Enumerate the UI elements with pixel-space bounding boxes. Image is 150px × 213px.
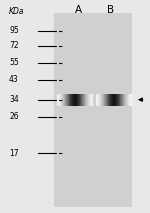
Bar: [83, 94, 84, 106]
Bar: [70, 94, 71, 106]
Bar: [104, 94, 105, 106]
Bar: [58, 94, 59, 106]
Bar: [66, 94, 67, 106]
Bar: [54, 13, 132, 207]
Bar: [123, 94, 124, 106]
Bar: [82, 94, 83, 106]
Bar: [59, 94, 60, 106]
Bar: [64, 94, 65, 106]
Bar: [118, 94, 119, 106]
Bar: [117, 94, 118, 106]
Bar: [85, 94, 86, 106]
Bar: [103, 94, 104, 106]
Bar: [109, 94, 110, 106]
Bar: [125, 94, 126, 106]
Bar: [113, 94, 114, 106]
Bar: [96, 94, 97, 106]
Bar: [80, 94, 81, 106]
Bar: [79, 94, 80, 106]
Bar: [114, 94, 115, 106]
Text: 26: 26: [9, 112, 19, 121]
Bar: [98, 94, 99, 106]
Bar: [102, 94, 103, 106]
Text: 17: 17: [9, 149, 19, 158]
Bar: [86, 94, 87, 106]
Bar: [89, 94, 90, 106]
Bar: [77, 94, 78, 106]
Bar: [122, 94, 123, 106]
Bar: [115, 94, 116, 106]
Bar: [87, 94, 88, 106]
Bar: [127, 94, 128, 106]
Bar: [106, 94, 107, 106]
Bar: [81, 94, 82, 106]
Text: 55: 55: [9, 58, 19, 67]
Bar: [75, 94, 76, 106]
Text: 95: 95: [9, 26, 19, 35]
Bar: [92, 94, 93, 106]
Bar: [129, 94, 130, 106]
Bar: [72, 94, 73, 106]
Bar: [74, 94, 75, 106]
Bar: [69, 94, 70, 106]
Bar: [78, 94, 79, 106]
Bar: [99, 94, 100, 106]
Bar: [82, 94, 83, 106]
Bar: [124, 94, 125, 106]
Bar: [62, 94, 63, 106]
Bar: [76, 94, 77, 106]
Bar: [101, 94, 102, 106]
Bar: [130, 94, 131, 106]
Bar: [121, 94, 122, 106]
Bar: [105, 94, 106, 106]
Bar: [112, 94, 113, 106]
Bar: [65, 94, 66, 106]
Bar: [126, 94, 127, 106]
Text: KDa: KDa: [9, 7, 24, 16]
Text: B: B: [107, 5, 115, 14]
Text: 43: 43: [9, 75, 19, 84]
Bar: [111, 94, 112, 106]
Bar: [120, 94, 121, 106]
Bar: [73, 94, 74, 106]
Bar: [116, 94, 117, 106]
Bar: [58, 94, 59, 106]
Bar: [90, 94, 91, 106]
Bar: [131, 94, 132, 106]
Bar: [57, 94, 58, 106]
Bar: [108, 94, 109, 106]
Bar: [88, 94, 89, 106]
Bar: [71, 94, 72, 106]
Bar: [63, 94, 64, 106]
Bar: [84, 94, 85, 106]
Bar: [110, 94, 111, 106]
Bar: [67, 94, 68, 106]
Bar: [128, 94, 129, 106]
Text: A: A: [74, 5, 82, 14]
Bar: [60, 94, 61, 106]
Bar: [100, 94, 101, 106]
Text: 34: 34: [9, 95, 19, 104]
Text: 72: 72: [9, 41, 19, 50]
Bar: [61, 94, 62, 106]
Bar: [119, 94, 120, 106]
Bar: [68, 94, 69, 106]
Bar: [97, 94, 98, 106]
Bar: [91, 94, 92, 106]
Bar: [107, 94, 108, 106]
